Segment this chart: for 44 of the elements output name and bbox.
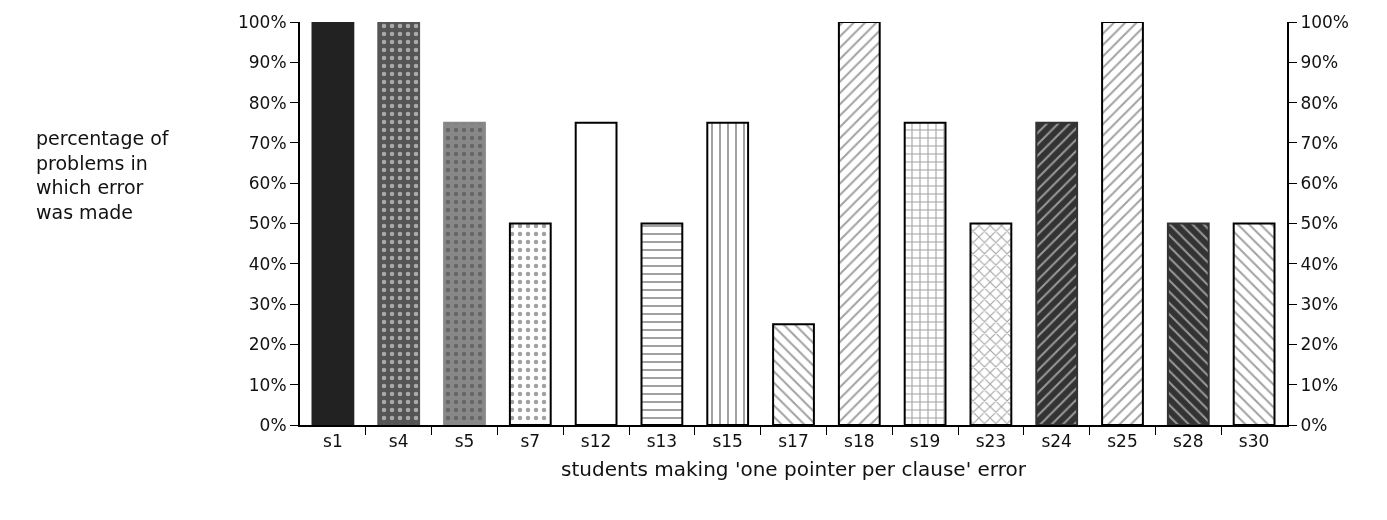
y2-tick-label: 10% [1300,374,1339,395]
x-tick-label: s30 [1238,431,1270,452]
x-axis-title: students making 'one pointer per clause' error [561,457,1027,482]
x-tick-label: s24 [1041,431,1072,452]
y-tick-label: 40% [248,253,287,274]
y-tick-label: 100% [237,11,287,32]
y2-tick-label: 40% [1300,253,1339,274]
x-tick-label: s1 [323,431,343,452]
bar [443,121,486,425]
y-tick-label: 20% [248,334,287,355]
y2-tick-label: 70% [1300,132,1339,153]
x-tick-label: s18 [844,431,875,452]
x-tick-label: s28 [1173,431,1204,452]
y2-tick-label: 20% [1300,334,1339,355]
y-tick-label: 60% [248,173,287,194]
x-tick-label: s25 [1107,431,1138,452]
y2-tick-label: 0% [1300,414,1328,435]
x-tick-label: s13 [646,431,678,452]
y2-tick-label: 30% [1300,294,1339,315]
y-tick-label: 0% [259,414,287,435]
x-tick-label: s17 [778,431,809,452]
x-tick-label: s7 [520,431,541,452]
y2-tick-label: 90% [1300,52,1339,73]
y-tick-label: 70% [248,132,287,153]
bar [311,22,355,425]
y-tick-label: 90% [248,52,287,73]
bar [1166,222,1210,425]
y2-tick-label: 100% [1300,11,1350,32]
y2-tick-label: 60% [1300,173,1339,194]
y-axis-title: percentage of problems in which error was made [36,127,170,224]
bar [1035,121,1079,425]
y-tick-label: 10% [248,374,287,395]
x-tick-label: s12 [580,431,612,452]
x-tick-label: s15 [712,431,743,452]
x-tick-label: s5 [454,431,475,452]
y-tick-label: 50% [248,213,287,234]
x-tick-label: s23 [975,431,1007,452]
y2-tick-label: 50% [1300,213,1339,234]
y-tick-label: 80% [248,92,287,113]
y2-tick-label: 80% [1300,92,1339,113]
x-tick-label: s19 [909,431,941,452]
y-tick-label: 30% [248,294,287,315]
x-tick-label: s4 [388,431,409,452]
bar [377,22,421,425]
